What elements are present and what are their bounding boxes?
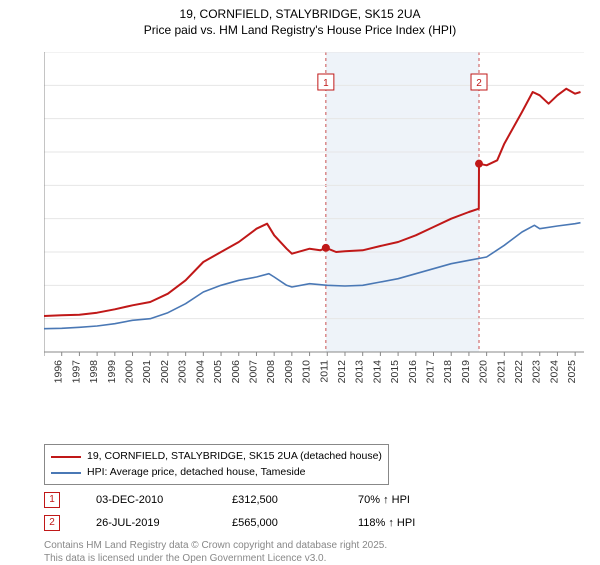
x-tick-label: 2024	[548, 360, 560, 384]
title-address: 19, CORNFIELD, STALYBRIDGE, SK15 2UA	[0, 6, 600, 22]
x-tick-label: 1999	[106, 360, 118, 384]
sale-marker-label: 2	[476, 78, 482, 89]
sale-delta: 118% ↑ HPI	[358, 517, 415, 529]
chart-container: 19, CORNFIELD, STALYBRIDGE, SK15 2UA Pri…	[0, 0, 600, 560]
sale-date: 26-JUL-2019	[96, 517, 196, 529]
x-tick-label: 2012	[336, 360, 348, 384]
x-tick-label: 2005	[212, 360, 224, 384]
x-tick-label: 2006	[230, 360, 242, 384]
x-tick-label: 1996	[53, 360, 65, 384]
sale-row: 1 03-DEC-2010 £312,500 70% ↑ HPI	[44, 492, 584, 508]
x-tick-label: 2025	[566, 360, 578, 384]
x-tick-label: 2020	[478, 360, 490, 384]
legend-row: 19, CORNFIELD, STALYBRIDGE, SK15 2UA (de…	[51, 449, 382, 465]
chart-svg: £0£100K£200K£300K£400K£500K£600K£700K£80…	[44, 52, 584, 398]
x-tick-label: 2014	[371, 360, 383, 384]
sale-number-box: 2	[44, 515, 60, 531]
legend-text: 19, CORNFIELD, STALYBRIDGE, SK15 2UA (de…	[87, 449, 382, 465]
x-tick-label: 2007	[247, 360, 259, 384]
attribution: Contains HM Land Registry data © Crown c…	[44, 539, 584, 565]
sale-date: 03-DEC-2010	[96, 494, 196, 506]
x-tick-label: 2002	[159, 360, 171, 384]
x-tick-label: 2009	[283, 360, 295, 384]
footer-area: 19, CORNFIELD, STALYBRIDGE, SK15 2UA (de…	[44, 444, 584, 565]
attribution-line1: Contains HM Land Registry data © Crown c…	[44, 539, 584, 552]
legend-row: HPI: Average price, detached house, Tame…	[51, 465, 382, 481]
x-tick-label: 2001	[141, 360, 153, 384]
x-tick-label: 2011	[318, 360, 330, 383]
sale-price: £565,000	[232, 517, 322, 529]
x-tick-label: 2013	[354, 360, 366, 384]
title-subtitle: Price paid vs. HM Land Registry's House …	[0, 22, 600, 38]
x-tick-label: 2018	[442, 360, 454, 384]
x-tick-label: 1995	[44, 360, 47, 384]
chart-area: £0£100K£200K£300K£400K£500K£600K£700K£80…	[44, 52, 584, 398]
sale-delta: 70% ↑ HPI	[358, 494, 410, 506]
sale-number-box: 1	[44, 492, 60, 508]
x-tick-label: 1998	[88, 360, 100, 384]
legend-swatch	[51, 456, 81, 458]
x-tick-label: 2015	[389, 360, 401, 384]
legend-text: HPI: Average price, detached house, Tame…	[87, 465, 306, 481]
x-tick-label: 2017	[425, 360, 437, 384]
x-tick-label: 1997	[70, 360, 82, 384]
x-tick-label: 2023	[531, 360, 543, 384]
x-tick-label: 2019	[460, 360, 472, 384]
x-tick-label: 2003	[177, 360, 189, 384]
sale-price: £312,500	[232, 494, 322, 506]
x-tick-label: 2021	[495, 360, 507, 384]
x-tick-label: 2004	[194, 360, 206, 384]
sale-marker-label: 1	[323, 78, 329, 89]
sale-row: 2 26-JUL-2019 £565,000 118% ↑ HPI	[44, 515, 584, 531]
x-tick-label: 2008	[265, 360, 277, 384]
title-block: 19, CORNFIELD, STALYBRIDGE, SK15 2UA Pri…	[0, 0, 600, 38]
x-tick-label: 2016	[407, 360, 419, 384]
x-tick-label: 2010	[301, 360, 313, 384]
x-tick-label: 2022	[513, 360, 525, 384]
legend-box: 19, CORNFIELD, STALYBRIDGE, SK15 2UA (de…	[44, 444, 389, 485]
attribution-line2: This data is licensed under the Open Gov…	[44, 552, 584, 565]
sales-table: 1 03-DEC-2010 £312,500 70% ↑ HPI 2 26-JUL-201…	[44, 492, 584, 531]
x-tick-label: 2000	[124, 360, 136, 384]
legend-swatch	[51, 472, 81, 474]
